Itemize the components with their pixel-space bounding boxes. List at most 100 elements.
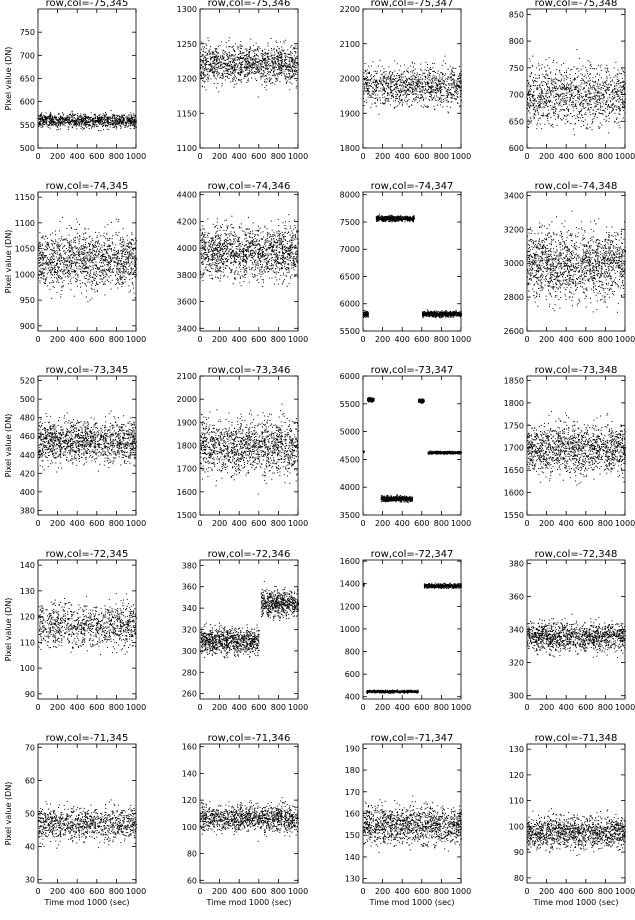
data-point bbox=[413, 93, 415, 95]
data-point bbox=[562, 75, 564, 77]
data-point bbox=[556, 88, 558, 89]
data-point bbox=[253, 55, 255, 57]
data-point bbox=[389, 92, 391, 94]
data-point bbox=[417, 97, 419, 99]
data-point bbox=[294, 63, 295, 65]
data-point bbox=[576, 68, 578, 70]
data-point bbox=[436, 83, 438, 85]
data-point bbox=[58, 123, 60, 125]
data-point bbox=[85, 117, 86, 119]
data-point bbox=[248, 73, 249, 75]
data-point bbox=[296, 61, 298, 63]
data-point bbox=[388, 82, 390, 84]
data-point bbox=[98, 119, 100, 121]
data-point bbox=[81, 119, 82, 121]
data-point bbox=[254, 61, 256, 63]
data-point bbox=[279, 66, 281, 68]
data-point bbox=[440, 92, 441, 94]
data-point bbox=[120, 119, 122, 121]
data-point bbox=[437, 88, 439, 90]
data-point bbox=[389, 71, 390, 73]
data-point bbox=[104, 116, 106, 118]
data-point bbox=[247, 79, 249, 81]
data-point bbox=[289, 61, 291, 63]
data-point bbox=[281, 71, 283, 73]
data-point bbox=[289, 89, 291, 91]
data-point bbox=[254, 73, 256, 75]
data-point bbox=[266, 53, 268, 55]
data-point bbox=[447, 111, 449, 113]
data-point bbox=[254, 50, 256, 52]
data-point bbox=[206, 60, 208, 62]
data-point bbox=[210, 66, 212, 67]
data-point bbox=[133, 125, 135, 127]
data-point bbox=[206, 70, 208, 72]
data-point bbox=[554, 86, 555, 88]
data-point bbox=[276, 49, 278, 51]
data-point bbox=[529, 75, 531, 77]
data-point bbox=[458, 66, 460, 67]
data-point bbox=[230, 81, 232, 83]
data-point bbox=[366, 90, 368, 92]
data-point bbox=[64, 117, 66, 119]
data-point bbox=[102, 117, 104, 118]
data-point bbox=[363, 83, 365, 85]
data-point bbox=[542, 114, 544, 116]
data-point bbox=[49, 123, 51, 125]
data-point bbox=[128, 123, 129, 125]
data-point bbox=[396, 98, 398, 99]
data-point bbox=[234, 66, 236, 68]
data-point bbox=[411, 77, 413, 79]
data-point bbox=[572, 98, 574, 100]
data-point bbox=[433, 62, 435, 64]
data-point bbox=[97, 119, 99, 121]
data-point bbox=[102, 119, 104, 121]
data-point bbox=[586, 94, 588, 96]
data-point bbox=[231, 46, 233, 48]
data-point bbox=[565, 89, 567, 91]
data-point bbox=[254, 63, 256, 65]
data-point bbox=[87, 124, 88, 126]
data-point bbox=[262, 72, 264, 74]
data-point bbox=[447, 90, 448, 92]
data-point bbox=[460, 75, 462, 77]
data-point bbox=[261, 55, 263, 57]
data-point bbox=[254, 58, 256, 60]
data-point bbox=[265, 59, 267, 60]
data-point bbox=[131, 282, 133, 283]
data-point bbox=[257, 68, 258, 70]
data-point bbox=[51, 124, 53, 126]
data-point bbox=[422, 87, 424, 89]
data-point bbox=[121, 122, 123, 124]
data-point bbox=[293, 55, 295, 57]
data-point bbox=[248, 63, 250, 65]
data-points bbox=[38, 110, 137, 132]
data-point bbox=[429, 96, 431, 97]
data-point bbox=[125, 245, 127, 247]
data-point bbox=[618, 124, 620, 126]
data-point bbox=[245, 61, 247, 62]
data-point bbox=[537, 88, 539, 90]
data-point bbox=[99, 121, 101, 123]
data-point bbox=[44, 117, 45, 119]
data-point bbox=[129, 121, 131, 122]
data-point bbox=[366, 90, 368, 92]
data-point bbox=[254, 60, 256, 62]
data-point bbox=[295, 71, 297, 73]
data-point bbox=[601, 112, 603, 114]
data-point bbox=[244, 63, 246, 65]
data-point bbox=[374, 97, 376, 99]
data-point bbox=[415, 82, 417, 84]
data-point bbox=[586, 109, 588, 111]
data-point bbox=[292, 75, 294, 77]
data-point bbox=[564, 85, 565, 87]
data-point bbox=[127, 271, 129, 273]
data-point bbox=[459, 76, 461, 78]
data-point bbox=[563, 86, 565, 88]
data-point bbox=[278, 53, 279, 55]
data-point bbox=[106, 120, 108, 122]
data-point bbox=[581, 95, 582, 97]
data-point bbox=[587, 90, 589, 91]
data-point bbox=[242, 64, 244, 65]
data-point bbox=[214, 77, 216, 79]
